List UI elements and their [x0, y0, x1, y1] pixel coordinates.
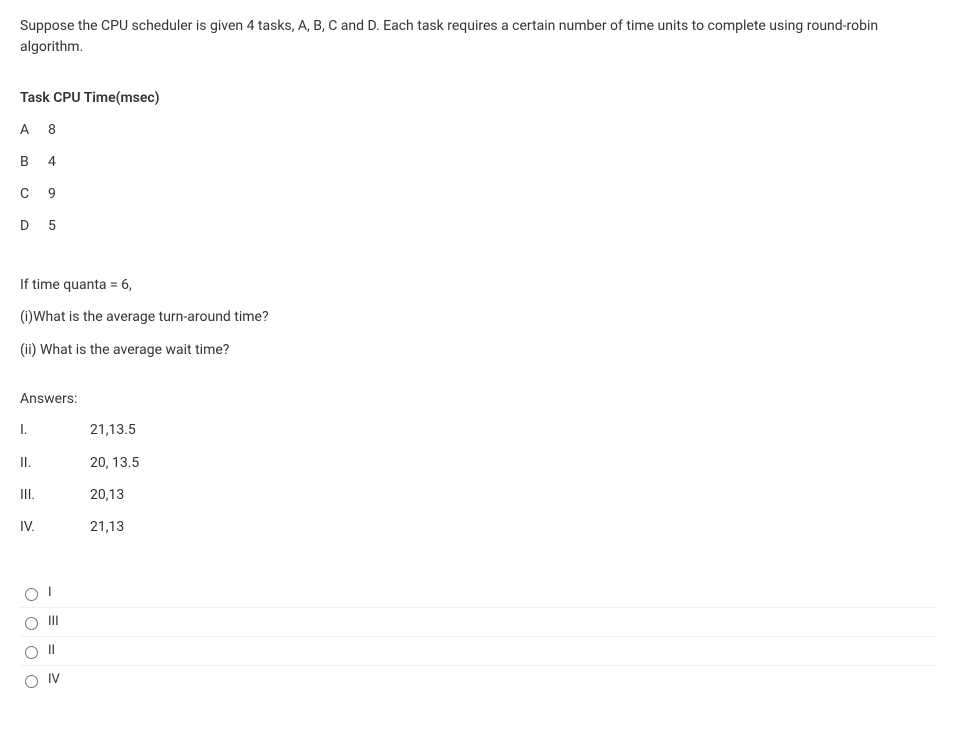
answer-val: 21,13.5: [90, 419, 136, 441]
answer-row: III. 20,13: [20, 484, 937, 506]
task-row: D 5: [20, 218, 937, 234]
task-time: 8: [48, 122, 68, 138]
radio-i[interactable]: [25, 588, 38, 601]
table-header: Task CPU Time(msec): [20, 90, 937, 106]
answer-num: II.: [20, 452, 90, 474]
option-label: IV: [48, 672, 60, 687]
question-intro: Suppose the CPU scheduler is given 4 tas…: [20, 16, 937, 58]
task-name: D: [20, 218, 48, 234]
answer-row: II. 20, 13.5: [20, 452, 937, 474]
task-time: 4: [48, 154, 68, 170]
option-row-iii[interactable]: III: [20, 608, 937, 637]
answers-label: Answers:: [20, 391, 937, 407]
answer-val: 21,13: [90, 516, 124, 538]
answer-num: I.: [20, 419, 90, 441]
option-label: II: [48, 643, 55, 658]
answer-row: I. 21,13.5: [20, 419, 937, 441]
quanta-line: If time quanta = 6,: [20, 274, 937, 296]
task-name: A: [20, 122, 48, 138]
options-list: I III II IV: [20, 579, 937, 694]
answer-num: III.: [20, 484, 90, 506]
option-row-ii[interactable]: II: [20, 637, 937, 666]
option-row-iv[interactable]: IV: [20, 666, 937, 694]
task-name: C: [20, 186, 48, 202]
task-table: A 8 B 4 C 9 D 5: [20, 122, 937, 234]
answer-val: 20, 13.5: [90, 452, 139, 474]
task-name: B: [20, 154, 48, 170]
option-row-i[interactable]: I: [20, 579, 937, 608]
task-time: 9: [48, 186, 68, 202]
answers-block: Answers: I. 21,13.5 II. 20, 13.5 III. 20…: [20, 391, 937, 539]
answer-num: IV.: [20, 516, 90, 538]
option-label: I: [48, 585, 52, 600]
task-time: 5: [48, 218, 68, 234]
sub-questions: If time quanta = 6, (i)What is the avera…: [20, 274, 937, 361]
sub-question-ii: (ii) What is the average wait time?: [20, 339, 937, 361]
option-label: III: [48, 614, 59, 629]
answer-val: 20,13: [90, 484, 124, 506]
radio-iii[interactable]: [25, 617, 38, 630]
answer-row: IV. 21,13: [20, 516, 937, 538]
sub-question-i: (i)What is the average turn-around time?: [20, 306, 937, 328]
radio-iv[interactable]: [25, 675, 38, 688]
task-row: A 8: [20, 122, 937, 138]
task-row: B 4: [20, 154, 937, 170]
task-row: C 9: [20, 186, 937, 202]
radio-ii[interactable]: [25, 646, 38, 659]
